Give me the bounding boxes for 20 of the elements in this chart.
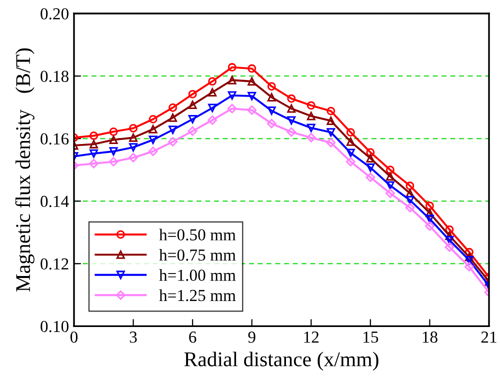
y-tick-label: 0.14 [40, 196, 69, 208]
legend-label: h=1.00 mm [159, 269, 236, 281]
y-tick-label: 0.18 [40, 70, 69, 82]
y-axis-title: Magnetic flux density (B/T) [15, 48, 34, 292]
x-tick-label: 12 [304, 332, 319, 343]
x-tick-label: 3 [130, 332, 137, 343]
legend-label: h=0.50 mm [159, 228, 236, 241]
x-tick-label: 18 [422, 332, 438, 343]
x-tick-label: 6 [189, 332, 196, 343]
x-tick-label: 9 [248, 332, 256, 343]
legend-label: h=1.25 mm [159, 289, 236, 302]
x-tick-label: 0 [70, 332, 78, 343]
y-tick-label: 0.12 [40, 258, 68, 270]
x-axis-title: Radial distance (x/mm) [184, 352, 378, 371]
y-tick-label: 0.16 [40, 133, 69, 145]
x-tick-label: 21 [481, 332, 496, 343]
x-tick-label: 15 [364, 332, 378, 343]
y-tick-label: 0.20 [40, 8, 69, 20]
y-tick-label: 0.10 [40, 320, 69, 332]
legend-label: h=0.75 mm [159, 248, 236, 261]
